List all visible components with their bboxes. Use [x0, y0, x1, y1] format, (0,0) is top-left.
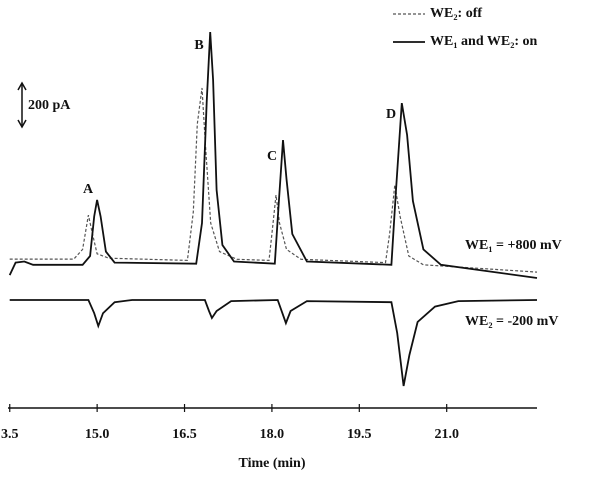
- line-series: [8, 32, 538, 279]
- x-tick-label: 3.5: [1, 427, 19, 442]
- annotation: WE₂ = -200 mV: [465, 314, 558, 329]
- annotation: B: [194, 38, 203, 53]
- annotation: D: [386, 107, 396, 122]
- legend-label: WE₁ and WE₂: on: [430, 34, 538, 49]
- annotation: A: [83, 182, 94, 197]
- x-tick-label: 18.0: [260, 427, 285, 442]
- x-tick-label: 16.5: [172, 427, 197, 442]
- line-series: [9, 87, 538, 273]
- line-series: [9, 299, 538, 387]
- x-tick-label: 15.0: [85, 427, 110, 442]
- annotation: C: [267, 149, 277, 164]
- x-tick-label: 21.0: [434, 427, 459, 442]
- scale-bar-arrows: [17, 81, 27, 129]
- annotation: WE₁ = +800 mV: [465, 238, 562, 253]
- annotation: 200 pA: [28, 98, 71, 113]
- x-axis-label: Time (min): [238, 456, 305, 471]
- legend-label: WE₂: off: [430, 6, 482, 21]
- x-tick-label: 19.5: [347, 427, 372, 442]
